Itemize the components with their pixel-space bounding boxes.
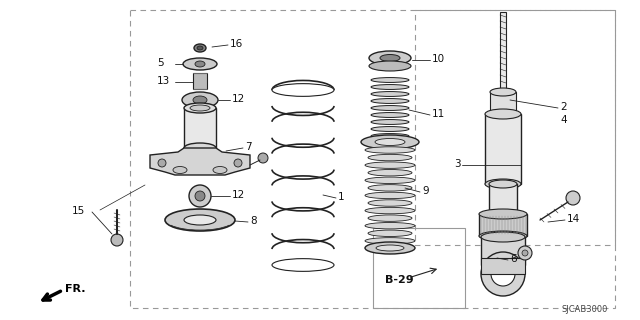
Ellipse shape xyxy=(184,215,216,225)
Bar xyxy=(373,228,465,308)
Text: 16: 16 xyxy=(230,39,243,49)
Ellipse shape xyxy=(365,242,415,254)
Ellipse shape xyxy=(380,54,400,61)
Ellipse shape xyxy=(194,44,206,52)
Ellipse shape xyxy=(365,192,415,199)
Ellipse shape xyxy=(361,135,419,149)
Text: 12: 12 xyxy=(232,190,245,200)
Text: 4: 4 xyxy=(560,115,566,125)
Ellipse shape xyxy=(272,259,334,271)
Text: B-29: B-29 xyxy=(385,275,413,285)
Ellipse shape xyxy=(376,245,404,251)
Text: 11: 11 xyxy=(432,109,445,119)
Bar xyxy=(485,114,521,184)
Text: 5: 5 xyxy=(157,58,164,68)
Ellipse shape xyxy=(365,177,415,183)
Ellipse shape xyxy=(368,170,412,176)
Circle shape xyxy=(195,191,205,201)
Polygon shape xyxy=(150,148,250,175)
Text: 12: 12 xyxy=(232,94,245,104)
Circle shape xyxy=(258,153,268,163)
Text: 15: 15 xyxy=(72,206,85,216)
Ellipse shape xyxy=(165,209,235,231)
Bar xyxy=(184,108,216,148)
Ellipse shape xyxy=(368,230,412,236)
Ellipse shape xyxy=(368,215,412,221)
Text: 8: 8 xyxy=(250,216,257,226)
Ellipse shape xyxy=(365,162,415,168)
Ellipse shape xyxy=(195,61,205,67)
Ellipse shape xyxy=(369,61,411,71)
Ellipse shape xyxy=(490,110,516,118)
Text: 6: 6 xyxy=(510,254,516,264)
Ellipse shape xyxy=(371,84,409,90)
Ellipse shape xyxy=(368,200,412,206)
Text: SJCAB3000: SJCAB3000 xyxy=(562,305,608,314)
Ellipse shape xyxy=(365,238,415,244)
Text: 10: 10 xyxy=(432,54,445,64)
Ellipse shape xyxy=(479,231,527,241)
Text: 2: 2 xyxy=(560,102,566,112)
Ellipse shape xyxy=(365,207,415,214)
Text: 3: 3 xyxy=(454,159,461,169)
Text: 13: 13 xyxy=(157,76,170,86)
Bar xyxy=(193,73,207,89)
Ellipse shape xyxy=(184,143,216,153)
Ellipse shape xyxy=(479,209,527,219)
Bar xyxy=(415,10,615,245)
Circle shape xyxy=(234,159,242,167)
Ellipse shape xyxy=(272,84,334,96)
Text: 7: 7 xyxy=(245,142,252,152)
Ellipse shape xyxy=(371,113,409,117)
Circle shape xyxy=(481,252,525,296)
Ellipse shape xyxy=(182,92,218,108)
Ellipse shape xyxy=(371,126,409,132)
Ellipse shape xyxy=(190,105,210,111)
Circle shape xyxy=(189,185,211,207)
Ellipse shape xyxy=(489,180,517,188)
Bar xyxy=(481,258,525,274)
Bar xyxy=(489,184,517,214)
Text: 9: 9 xyxy=(422,186,429,196)
Ellipse shape xyxy=(371,92,409,96)
Ellipse shape xyxy=(183,58,217,70)
Bar xyxy=(130,10,615,308)
Ellipse shape xyxy=(173,166,187,173)
Bar xyxy=(490,92,516,114)
Ellipse shape xyxy=(197,46,203,50)
Ellipse shape xyxy=(365,222,415,229)
Ellipse shape xyxy=(365,147,415,153)
Ellipse shape xyxy=(193,96,207,104)
Ellipse shape xyxy=(481,232,525,242)
Ellipse shape xyxy=(371,133,409,139)
Ellipse shape xyxy=(213,166,227,173)
Bar xyxy=(481,237,525,265)
Ellipse shape xyxy=(368,245,412,252)
Ellipse shape xyxy=(485,109,521,119)
Circle shape xyxy=(491,262,515,286)
Bar xyxy=(479,214,527,236)
Ellipse shape xyxy=(184,103,216,113)
Ellipse shape xyxy=(371,120,409,124)
Circle shape xyxy=(518,246,532,260)
Ellipse shape xyxy=(371,99,409,103)
Text: 1: 1 xyxy=(338,192,344,202)
Ellipse shape xyxy=(371,77,409,83)
Text: 14: 14 xyxy=(567,214,580,224)
Ellipse shape xyxy=(485,179,521,189)
Ellipse shape xyxy=(368,154,412,161)
Ellipse shape xyxy=(371,106,409,110)
Circle shape xyxy=(566,191,580,205)
Ellipse shape xyxy=(490,88,516,96)
Circle shape xyxy=(158,159,166,167)
Text: FR.: FR. xyxy=(65,284,86,294)
Ellipse shape xyxy=(368,185,412,191)
Ellipse shape xyxy=(369,51,411,65)
Circle shape xyxy=(522,250,528,256)
Bar xyxy=(500,12,506,95)
Circle shape xyxy=(111,234,123,246)
Ellipse shape xyxy=(375,139,405,146)
